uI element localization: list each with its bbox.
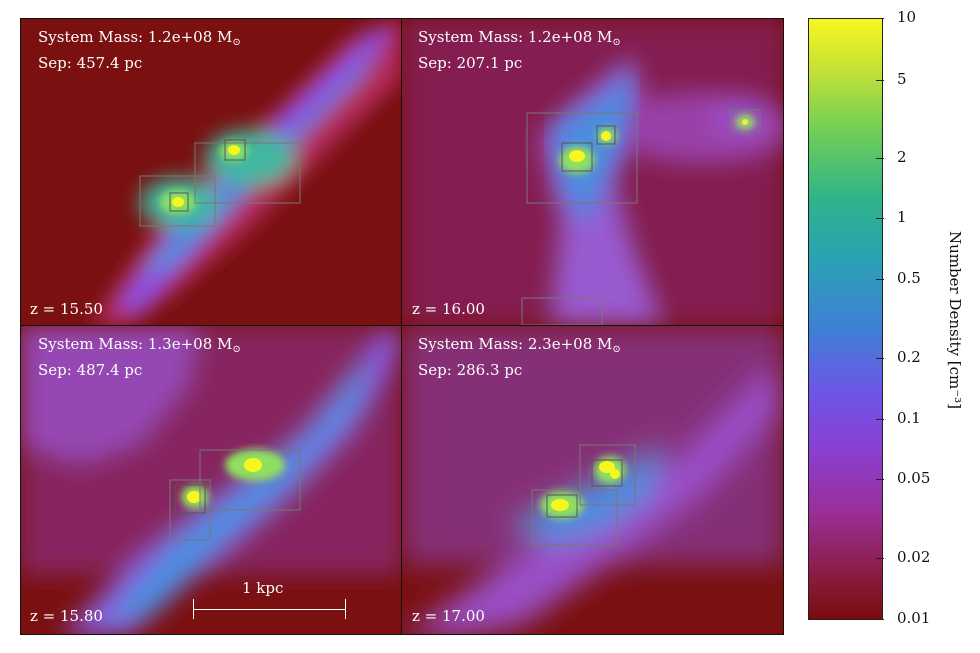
colorbar-tick-label: 10: [897, 8, 917, 26]
density-map: [402, 18, 784, 325]
solar-symbol: ⊙: [612, 37, 621, 48]
solar-symbol: ⊙: [232, 37, 241, 48]
separation-label: Sep: 487.4 pc: [38, 361, 143, 379]
vertical-divider: [401, 18, 402, 635]
density-peak: [601, 131, 611, 141]
colorbar-tick-label: 0.05: [897, 469, 931, 487]
separation-label: Sep: 457.4 pc: [38, 54, 143, 72]
mass-label: System Mass: 1.2e+08 M: [38, 28, 233, 46]
solar-symbol: ⊙: [232, 344, 241, 355]
separation-label: Sep: 207.1 pc: [418, 54, 523, 72]
mass-label: System Mass: 2.3e+08 M: [418, 335, 613, 353]
colorbar-tick-label: 1: [897, 208, 907, 226]
panel-bottom-left: System Mass: 1.3e+08 M⊙ Sep: 487.4 pc 1 …: [20, 325, 402, 635]
colorbar-tick-label: 5: [897, 70, 907, 88]
horizontal-divider: [20, 325, 784, 326]
density-peak: [610, 469, 620, 479]
density-peak: [569, 150, 585, 162]
solar-symbol: ⊙: [612, 344, 621, 355]
panel-top-left: System Mass: 1.2e+08 M⊙ Sep: 457.4 pc z …: [20, 18, 402, 325]
scalebar-label: 1 kpc: [242, 579, 284, 597]
redshift-label: z = 17.00: [412, 607, 485, 625]
colorbar-tick-label: 2: [897, 148, 907, 166]
scalebar-cap-right: [345, 599, 346, 619]
redshift-label: z = 16.00: [412, 300, 485, 318]
scalebar: [193, 609, 346, 610]
separation-label: Sep: 286.3 pc: [418, 361, 523, 379]
colorbar-tick-label: 0.2: [897, 348, 921, 366]
scalebar-cap-left: [193, 599, 194, 619]
colorbar-tick-label: 0.02: [897, 548, 931, 566]
density-peak: [599, 461, 615, 473]
mass-label: System Mass: 1.3e+08 M: [38, 335, 233, 353]
density-peak: [228, 145, 240, 155]
density-peak: [551, 499, 569, 511]
density-map: [20, 18, 402, 325]
colorbar-tick-label: 0.1: [897, 409, 921, 427]
panel-top-right: System Mass: 1.2e+08 M⊙ Sep: 207.1 pc z …: [402, 18, 784, 325]
density-map: [402, 325, 784, 635]
colorbar-title: Number Density [cm⁻³]: [946, 230, 964, 410]
density-map: [20, 325, 402, 635]
density-peak: [187, 491, 201, 503]
colorbar-tick-label: 0.01: [897, 609, 931, 627]
panel-bottom-right: System Mass: 2.3e+08 M⊙ Sep: 286.3 pc z …: [402, 325, 784, 635]
redshift-label: z = 15.50: [30, 300, 103, 318]
mass-label: System Mass: 1.2e+08 M: [418, 28, 613, 46]
redshift-label: z = 15.80: [30, 607, 103, 625]
density-peak: [742, 119, 748, 125]
colorbar: [808, 18, 883, 620]
density-peak: [244, 458, 262, 472]
density-peak: [172, 197, 184, 207]
colorbar-tick-label: 0.5: [897, 269, 921, 287]
